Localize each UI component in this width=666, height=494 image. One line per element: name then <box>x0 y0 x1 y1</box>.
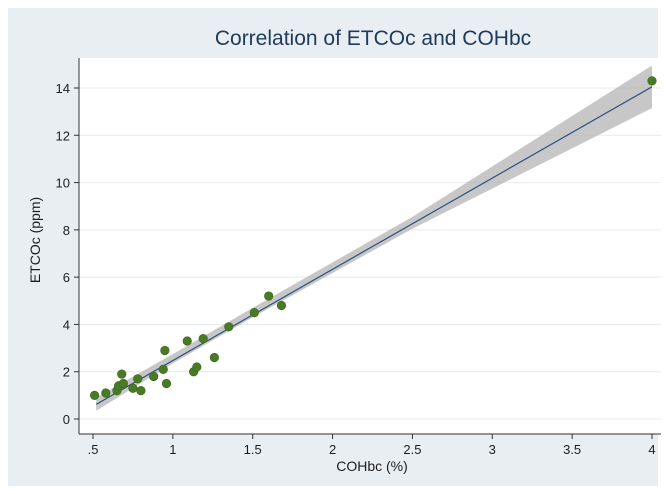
x-tick-label: .5 <box>88 442 99 457</box>
x-tick-label: 4 <box>648 442 655 457</box>
data-point <box>209 352 219 363</box>
y-tick-label: 14 <box>56 81 70 96</box>
chart-title: Correlation of ETCOc and COHbc <box>215 27 531 50</box>
data-point <box>158 364 168 374</box>
y-axis-title: ETCOc (ppm) <box>27 197 43 283</box>
axes: 0 2 4 6 8 10 12 14 .5 1 1.5 2 2.5 3 3.5 4 <box>56 58 661 457</box>
data-point <box>118 378 128 389</box>
y-tick-label: 2 <box>63 365 70 380</box>
y-tick-label: 12 <box>56 128 70 143</box>
data-point <box>182 336 192 346</box>
data-point <box>224 322 234 332</box>
data-point <box>161 378 172 389</box>
y-tick-label: 0 <box>63 412 70 427</box>
y-tick-label: 4 <box>63 317 70 332</box>
fit-line-layer <box>95 86 653 405</box>
data-point <box>249 308 259 318</box>
data-point <box>133 374 143 384</box>
x-tick-label: 2.5 <box>403 442 421 457</box>
x-tick-label: 1.5 <box>244 442 262 457</box>
x-tick-label: 1 <box>169 442 176 457</box>
data-point <box>149 371 159 382</box>
data-point <box>136 386 146 396</box>
y-tick-label: 8 <box>63 223 70 238</box>
data-point <box>276 300 287 311</box>
data-point <box>89 390 100 400</box>
data-point <box>647 76 657 86</box>
x-axis-title: COHbc (%) <box>336 458 408 474</box>
data-point <box>192 362 202 372</box>
y-tick-label: 10 <box>56 176 70 191</box>
x-tick-label: 2 <box>329 442 336 457</box>
data-point <box>101 388 111 398</box>
data-point <box>264 291 274 301</box>
data-point <box>160 345 170 356</box>
y-tick-label: 6 <box>63 270 70 285</box>
data-point <box>198 334 208 344</box>
regression-line <box>95 86 653 405</box>
data-point <box>128 383 138 393</box>
x-tick-label: 3 <box>489 442 496 457</box>
data-points <box>89 76 657 400</box>
data-point <box>117 369 127 379</box>
x-tick-label: 3.5 <box>563 442 581 457</box>
